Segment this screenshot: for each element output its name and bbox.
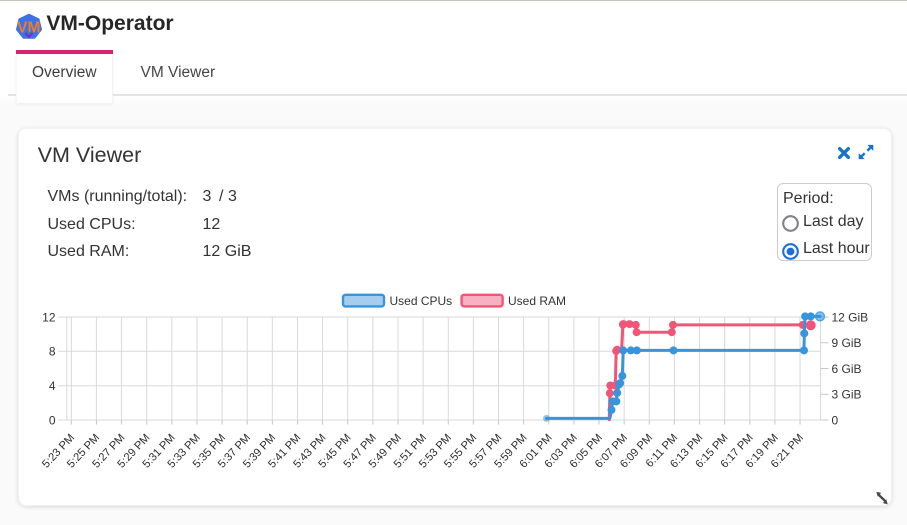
svg-text:4: 4	[49, 379, 56, 393]
svg-text:VM: VM	[17, 19, 40, 36]
svg-text:0: 0	[832, 413, 839, 427]
svg-text:0: 0	[49, 413, 56, 427]
svg-text:6 GiB: 6 GiB	[832, 362, 862, 376]
svg-text:Used RAM: Used RAM	[508, 294, 566, 308]
svg-text:8: 8	[49, 345, 56, 359]
svg-text:Used CPUs: Used CPUs	[390, 294, 453, 308]
svg-text:12: 12	[42, 310, 56, 324]
svg-text:3 GiB: 3 GiB	[832, 388, 862, 402]
svg-text:12 GiB: 12 GiB	[832, 310, 869, 324]
svg-text:9 GiB: 9 GiB	[832, 336, 862, 350]
